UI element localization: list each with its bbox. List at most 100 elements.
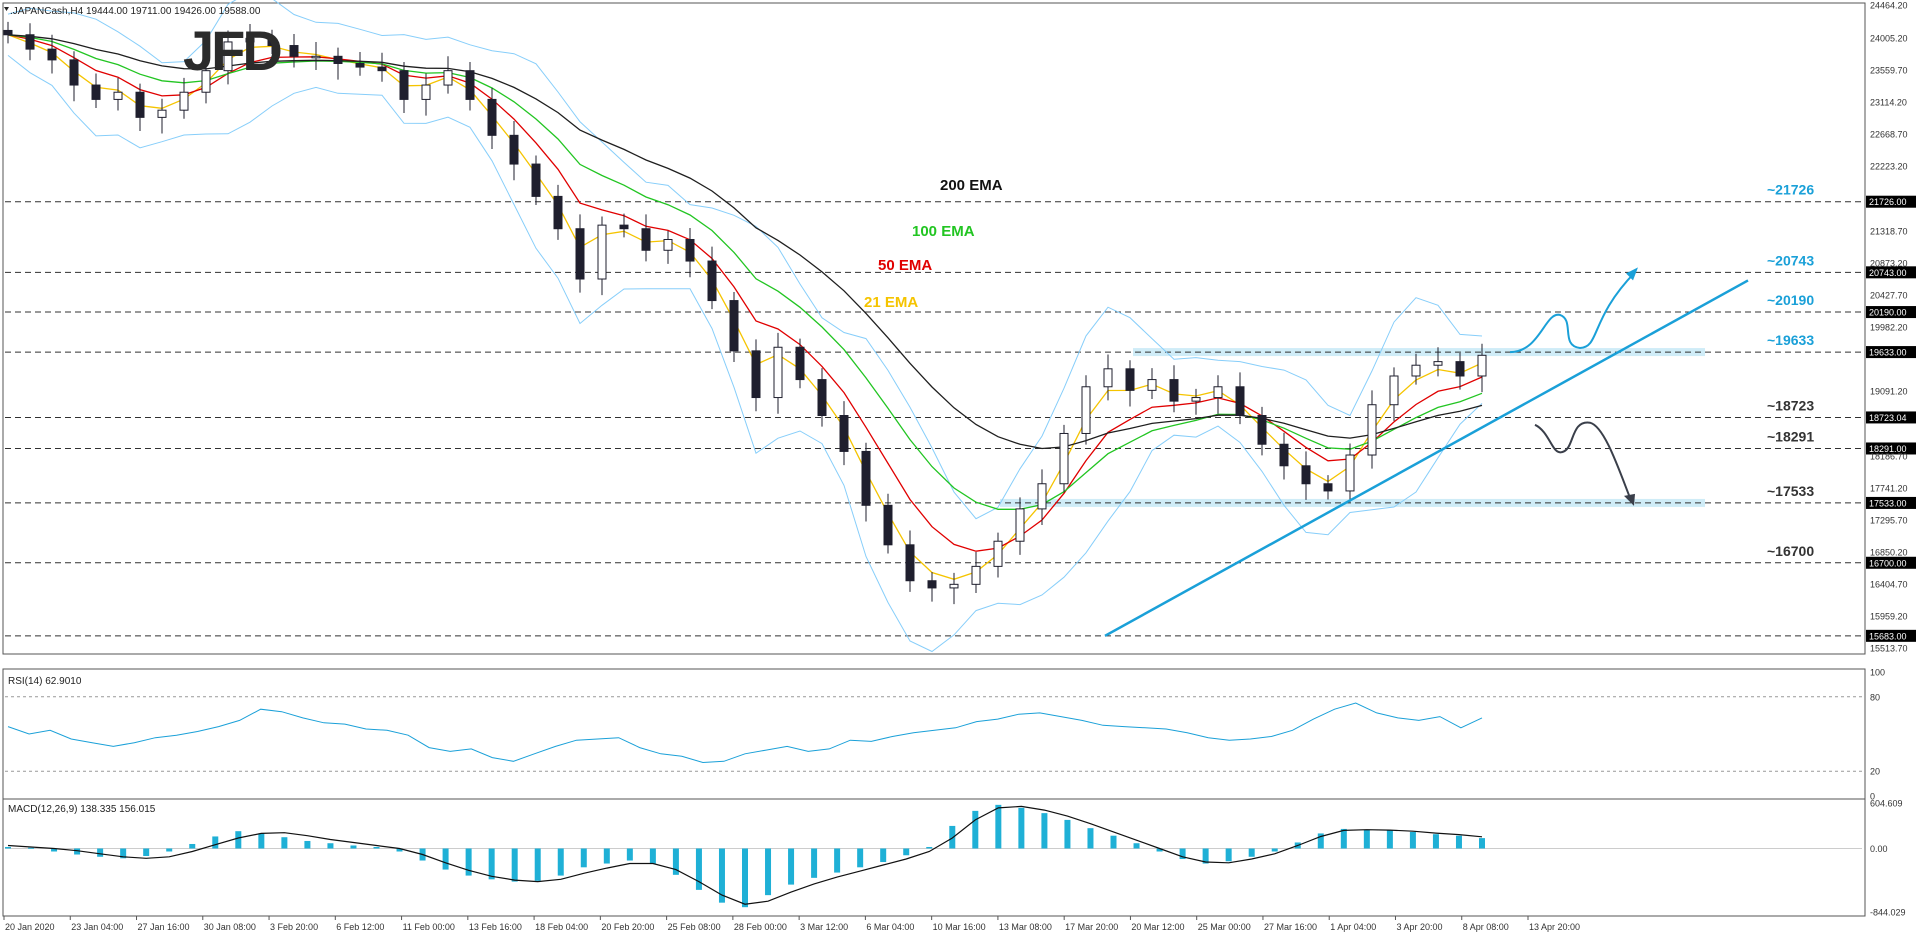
level-annotation-17533: ~17533 <box>1767 483 1814 499</box>
level-annotation-19633: ~19633 <box>1767 332 1814 348</box>
level-tag-label-18291: 18291.00 <box>1869 444 1907 454</box>
candle-body <box>971 565 981 585</box>
time-label: 20 Jan 2020 <box>5 922 55 932</box>
candle-body <box>641 228 651 251</box>
level-annotation-18723: ~18723 <box>1767 397 1814 413</box>
candle-body <box>333 55 343 64</box>
macd-bar <box>1409 831 1416 849</box>
scenario-arrows <box>1509 267 1638 506</box>
level-tag-18291 <box>1866 442 1916 455</box>
candle-body <box>773 346 783 399</box>
candle-body <box>1147 379 1157 391</box>
time-label: 3 Feb 20:00 <box>270 922 318 932</box>
candle-body <box>883 504 893 546</box>
macd-bar <box>189 843 196 849</box>
macd-bar <box>765 848 772 896</box>
price-tick: 20427.70 <box>1870 290 1908 300</box>
level-tag-17533 <box>1866 496 1916 509</box>
dropdown-triangle-icon[interactable] <box>4 7 9 11</box>
macd-bar <box>1340 828 1347 849</box>
macd-bar <box>811 848 818 878</box>
candle-body <box>399 70 409 100</box>
macd-bar <box>1225 848 1232 862</box>
macd-bar <box>1386 830 1393 849</box>
price-tick: 17295.70 <box>1870 515 1908 525</box>
macd-tick: -844.029 <box>1870 908 1906 918</box>
time-label: 20 Mar 12:00 <box>1131 922 1184 932</box>
level-annotation-20190: ~20190 <box>1767 292 1814 308</box>
macd-bar <box>350 845 357 849</box>
candle-body <box>729 300 739 352</box>
macd-bar <box>1018 807 1025 849</box>
macd-bar <box>1363 829 1370 849</box>
candle-body <box>465 70 475 100</box>
bearish-arrowhead-icon <box>1624 493 1635 506</box>
price-tick: 15959.20 <box>1870 611 1908 621</box>
candle-body <box>619 224 629 230</box>
macd-bar <box>949 825 956 849</box>
time-label: 10 Mar 16:00 <box>933 922 986 932</box>
price-tick: 23559.70 <box>1870 65 1908 75</box>
macd-bar <box>143 848 150 857</box>
candle-body <box>1235 386 1245 417</box>
macd-bar <box>834 848 841 873</box>
level-tag-label-20743: 20743.00 <box>1869 268 1907 278</box>
macd-bar <box>1317 833 1324 849</box>
macd-bar <box>1064 819 1071 849</box>
macd-bar <box>511 848 518 882</box>
candle-body <box>553 195 563 230</box>
time-axis: 20 Jan 2020 23 Jan 04:00 27 Jan 16:00 30 Ja… <box>3 916 1580 932</box>
macd-bar <box>788 848 795 885</box>
time-label: 8 Apr 08:00 <box>1463 922 1509 932</box>
level-tag-16700 <box>1866 556 1916 569</box>
candle-body <box>223 41 233 72</box>
macd-panel: 604.609 0.00 -844.029 <box>5 799 1906 918</box>
time-label: 13 Feb 16:00 <box>469 922 522 932</box>
macd-bar <box>97 848 104 857</box>
macd-bar <box>695 848 702 890</box>
candle-body <box>377 66 387 72</box>
level-tag-15683 <box>1866 629 1916 642</box>
macd-bar <box>1179 848 1186 860</box>
macd-bar <box>1455 835 1462 849</box>
macd-bar <box>5 846 11 849</box>
price-tick: 24005.20 <box>1870 33 1908 43</box>
candle-body <box>1477 354 1487 377</box>
time-label: 13 Apr 20:00 <box>1529 922 1580 932</box>
candle-body <box>487 98 497 136</box>
level-tag-label-15683: 15683.00 <box>1869 631 1907 641</box>
candle-body <box>597 224 607 280</box>
ema200-label: 200 EMA <box>940 177 1003 194</box>
level-tag-19633 <box>1866 346 1916 359</box>
candle-body <box>113 91 123 100</box>
price-tick: 20873.20 <box>1870 258 1908 268</box>
macd-bar <box>304 840 311 849</box>
macd-bar <box>396 848 403 852</box>
time-label: 3 Apr 20:00 <box>1396 922 1442 932</box>
macd-bar <box>926 846 933 849</box>
macd-title: MACD(12,26,9) 138.335 156.015 <box>8 804 156 815</box>
macd-bar <box>1479 838 1485 849</box>
macd-bar <box>972 810 979 849</box>
candle-body <box>1389 375 1399 406</box>
level-tag-20190 <box>1866 306 1916 319</box>
level-annotations: ~21726 ~20743 ~20190 ~19633 ~18723 ~18291 ~175… <box>1767 182 1814 559</box>
macd-bar <box>235 831 242 849</box>
price-tick: 22668.70 <box>1870 129 1908 139</box>
candle-body <box>91 84 101 100</box>
candle-body <box>509 134 519 165</box>
macd-bar <box>1041 813 1048 849</box>
macd-panel-frame <box>2 798 1866 917</box>
chart-header: .JAPANCash,H4 19444.00 19711.00 19426.00… <box>10 6 261 17</box>
macd-bar <box>903 848 910 856</box>
candle-body <box>1213 386 1223 399</box>
level-annotation-20743: ~20743 <box>1767 252 1814 268</box>
macd-bar <box>120 848 127 859</box>
price-tick: 23114.20 <box>1870 97 1907 107</box>
rsi-tick: 100 <box>1870 668 1885 678</box>
level-tag-20743 <box>1866 266 1916 279</box>
macd-bar <box>258 833 265 849</box>
sr-zone-17533 <box>1000 498 1705 507</box>
macd-bar <box>1133 843 1140 849</box>
